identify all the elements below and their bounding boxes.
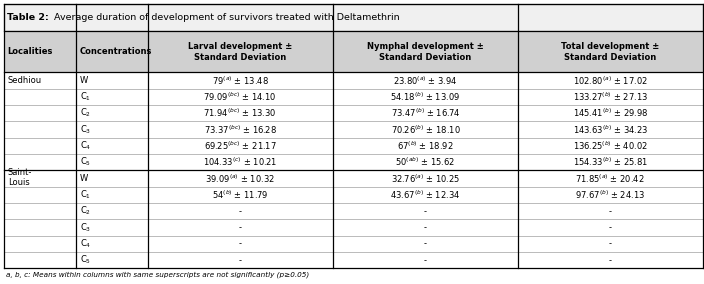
Text: 133.27$^{(b)}$ ± 27.13: 133.27$^{(b)}$ ± 27.13 (573, 91, 648, 103)
Text: 50$^{(ab)}$ ± 15.62: 50$^{(ab)}$ ± 15.62 (395, 156, 455, 168)
Text: 71.94$^{(bc)}$ ± 13.30: 71.94$^{(bc)}$ ± 13.30 (203, 107, 277, 120)
Text: C$_2$: C$_2$ (80, 205, 91, 218)
Text: 79.09$^{(bc)}$ ± 14.10: 79.09$^{(bc)}$ ± 14.10 (203, 91, 277, 103)
Text: 143.63$^{(b)}$ ± 34.23: 143.63$^{(b)}$ ± 34.23 (573, 123, 648, 136)
Text: C$_4$: C$_4$ (80, 238, 91, 250)
Text: 32.76$^{(a)}$ ± 10.25: 32.76$^{(a)}$ ± 10.25 (391, 172, 460, 185)
Text: a, b, c: Means within columns with same superscripts are not significantly (p≥0.: a, b, c: Means within columns with same … (6, 271, 309, 278)
Text: -: - (424, 207, 427, 216)
Text: Total development ±
Standard Deviation: Total development ± Standard Deviation (561, 42, 660, 62)
Bar (4, 122, 703, 138)
Text: 102.80$^{(a)}$ ± 17.02: 102.80$^{(a)}$ ± 17.02 (573, 74, 648, 87)
Text: W: W (80, 76, 88, 85)
Text: Larval development ±
Standard Deviation: Larval development ± Standard Deviation (188, 42, 292, 62)
Text: Nymphal development ±
Standard Deviation: Nymphal development ± Standard Deviation (367, 42, 484, 62)
Text: Sedhiou: Sedhiou (8, 76, 42, 85)
Text: -: - (609, 256, 612, 265)
Text: 23.80$^{(a)}$ ± 3.94: 23.80$^{(a)}$ ± 3.94 (393, 74, 458, 87)
Text: 145.41$^{(b)}$ ± 29.98: 145.41$^{(b)}$ ± 29.98 (572, 107, 648, 120)
Text: Saint-
Louis: Saint- Louis (8, 168, 32, 187)
Bar (4, 203, 703, 219)
Bar (4, 105, 703, 122)
Bar (4, 236, 703, 252)
Text: C$_4$: C$_4$ (80, 140, 91, 152)
Bar (4, 170, 703, 187)
Text: 54.18$^{(b)}$ ± 13.09: 54.18$^{(b)}$ ± 13.09 (390, 91, 460, 103)
Text: 136.25$^{(b)}$ ± 40.02: 136.25$^{(b)}$ ± 40.02 (573, 140, 648, 152)
Text: 71.85$^{(a)}$ ± 20.42: 71.85$^{(a)}$ ± 20.42 (575, 172, 645, 185)
Text: C$_3$: C$_3$ (80, 221, 91, 234)
Text: -: - (424, 223, 427, 232)
Text: 70.26$^{(b)}$ ± 18.10: 70.26$^{(b)}$ ± 18.10 (391, 123, 460, 136)
Text: -: - (239, 239, 241, 248)
Text: C$_5$: C$_5$ (80, 254, 91, 266)
Bar (4, 72, 703, 89)
Text: -: - (239, 207, 241, 216)
Text: Localities: Localities (8, 47, 53, 56)
Text: 73.47$^{(b)}$ ± 16.74: 73.47$^{(b)}$ ± 16.74 (391, 107, 460, 120)
Text: 79$^{(a)}$ ± 13.48: 79$^{(a)}$ ± 13.48 (212, 74, 269, 87)
Text: C$_5$: C$_5$ (80, 156, 91, 168)
Text: C$_1$: C$_1$ (80, 189, 91, 201)
Text: C$_1$: C$_1$ (80, 91, 91, 103)
Text: 67$^{(b)}$ ± 18.92: 67$^{(b)}$ ± 18.92 (397, 140, 453, 152)
Text: -: - (609, 223, 612, 232)
Text: -: - (424, 239, 427, 248)
Text: W: W (80, 174, 88, 183)
Text: 69.25$^{(bc)}$ ± 21.17: 69.25$^{(bc)}$ ± 21.17 (203, 140, 277, 152)
Bar (4, 31, 703, 72)
Text: C$_3$: C$_3$ (80, 123, 91, 136)
Text: -: - (239, 256, 241, 265)
Text: 54$^{(b)}$ ± 11.79: 54$^{(b)}$ ± 11.79 (212, 189, 268, 201)
Bar (4, 252, 703, 268)
Text: -: - (609, 207, 612, 216)
Bar (4, 219, 703, 236)
Text: 97.67$^{(b)}$ ± 24.13: 97.67$^{(b)}$ ± 24.13 (575, 189, 646, 201)
Bar (4, 138, 703, 154)
Text: C$_2$: C$_2$ (80, 107, 91, 120)
Text: -: - (239, 223, 241, 232)
Bar (4, 4, 703, 31)
Text: 39.09$^{(a)}$ ± 10.32: 39.09$^{(a)}$ ± 10.32 (205, 172, 275, 185)
Bar (4, 89, 703, 105)
Bar (4, 154, 703, 170)
Text: 43.67$^{(b)}$ ± 12.34: 43.67$^{(b)}$ ± 12.34 (390, 189, 460, 201)
Text: Table 2:: Table 2: (7, 13, 49, 22)
Bar (4, 187, 703, 203)
Text: 154.33$^{(b)}$ ± 25.81: 154.33$^{(b)}$ ± 25.81 (573, 156, 648, 168)
Text: Average duration of development of survivors treated with Deltamethrin: Average duration of development of survi… (51, 13, 399, 22)
Text: 104.33$^{(c)}$ ± 10.21: 104.33$^{(c)}$ ± 10.21 (203, 156, 277, 168)
Text: -: - (609, 239, 612, 248)
Text: Concentrations: Concentrations (80, 47, 152, 56)
Text: 73.37$^{(bc)}$ ± 16.28: 73.37$^{(bc)}$ ± 16.28 (203, 123, 277, 136)
Text: -: - (424, 256, 427, 265)
